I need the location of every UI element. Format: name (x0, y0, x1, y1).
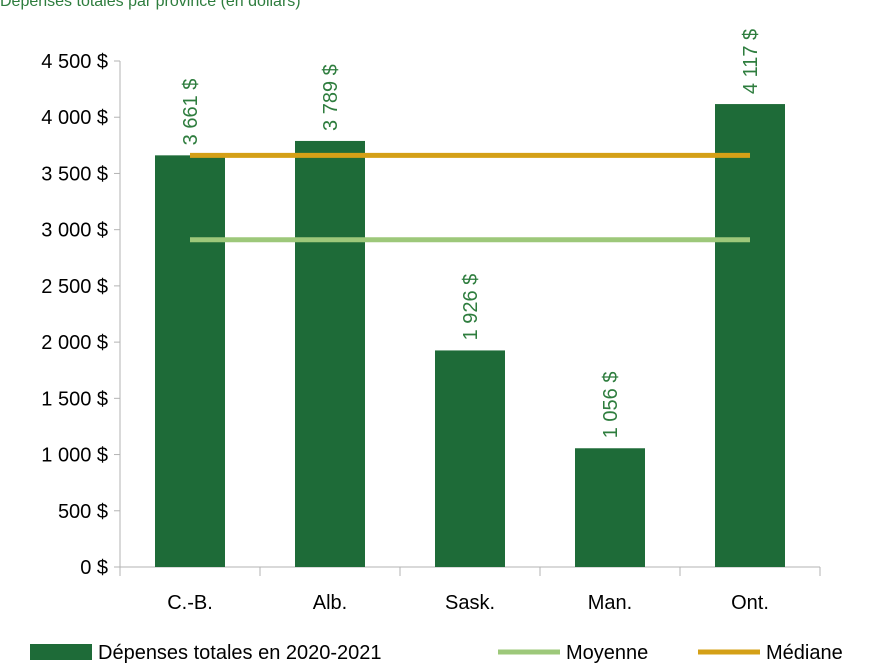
legend: Dépenses totales en 2020-2021 Moyenne Médi… (30, 642, 843, 664)
data-label: 4 117 $ (740, 29, 762, 94)
data-label: 3 789 $ (320, 64, 342, 131)
chart-title: Dépenses totales par province (en dollar… (0, 0, 301, 10)
y-tick-label: 3 500 $ (41, 163, 108, 185)
x-tick-label: Sask. (445, 592, 495, 614)
legend-swatch (30, 644, 92, 660)
y-tick-label: 500 $ (58, 501, 108, 523)
x-axis: C.-B. Alb. Sask. Man. Ont. (119, 566, 821, 614)
y-axis: 0 $ 500 $ 1 000 $ 1 500 $ 2 000 $ 2 500 $ 3 00… (41, 51, 121, 579)
y-tick-label: 1 000 $ (41, 445, 108, 467)
bar (575, 448, 645, 567)
y-tick-label: 1 500 $ (41, 388, 108, 410)
bar (295, 140, 365, 567)
legend-label: Médiane (766, 642, 843, 664)
x-tick-label: Ont. (731, 592, 769, 614)
x-tick-label: C.-B. (167, 592, 213, 614)
data-label: 1 056 $ (600, 372, 622, 439)
legend-label: Moyenne (566, 642, 648, 664)
bar-series (155, 104, 785, 567)
data-label: 3 661 $ (180, 79, 202, 146)
bar (155, 155, 225, 567)
data-label: 1 926 $ (460, 274, 482, 341)
y-tick-label: 0 $ (80, 557, 108, 579)
y-tick-label: 2 000 $ (41, 332, 108, 354)
x-tick-label: Man. (588, 592, 632, 614)
bar (435, 350, 505, 567)
y-tick-label: 4 000 $ (41, 107, 108, 129)
x-tick-label: Alb. (313, 592, 347, 614)
reference-lines (190, 152, 750, 243)
y-tick-label: 3 000 $ (41, 220, 108, 242)
legend-label: Dépenses totales en 2020-2021 (98, 642, 382, 664)
bar (715, 104, 785, 567)
data-labels: 3 661 $ 3 789 $ 1 926 $ 1 056 $ 4 117 $ (180, 29, 762, 438)
y-tick-label: 4 500 $ (41, 51, 108, 73)
y-tick-label: 2 500 $ (41, 276, 108, 298)
